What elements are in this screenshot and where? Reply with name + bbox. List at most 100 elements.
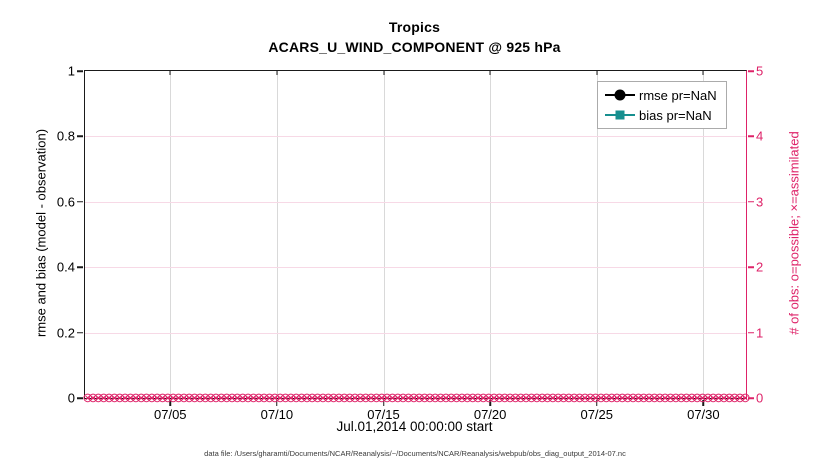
obs-marker-icon: ⊗ — [333, 390, 345, 405]
obs-marker-icon: ⊗ — [408, 390, 420, 405]
left-tick-label: 0.4 — [56, 259, 75, 275]
obs-marker-icon: ⊗ — [584, 390, 596, 405]
x-tick-label: 07/20 — [473, 407, 507, 422]
obs-marker-icon: ⊗ — [670, 390, 682, 405]
obs-marker-icon: ⊗ — [574, 390, 586, 405]
legend-square-marker-icon — [615, 110, 625, 120]
x-tick-mark-top — [383, 71, 384, 75]
obs-marker-icon: ⊗ — [322, 390, 334, 405]
obs-marker-band: ⊗ ⊗ ⊗ ⊗ ⊗ ⊗ ⊗ ⊗ ⊗ ⊗ ⊗ ⊗ ⊗ ⊗ ⊗ ⊗ ⊗ ⊗ ⊗ ⊗ ⊗ ⊗ ⊗ ⊗ ⊗ ⊗ ⊗ ⊗ ⊗ ⊗ ⊗ ⊗ ⊗ ⊗ ⊗ ⊗ ⊗ ⊗ ⊗ ⊗… — [82, 390, 751, 406]
x-tick-mark — [382, 400, 385, 406]
obs-marker-icon: ⊗ — [199, 390, 211, 405]
x-gridline — [703, 71, 705, 398]
x-tick-label: 07/30 — [687, 407, 720, 422]
right-tick-mark — [748, 331, 754, 334]
obs-marker-icon: ⊗ — [461, 390, 473, 405]
left-tick-label: 0.2 — [56, 325, 75, 341]
right-tick-mark — [748, 70, 754, 72]
obs-marker-icon: ⊗ — [183, 390, 195, 405]
obs-marker-icon: ⊗ — [542, 390, 553, 405]
obs-marker-icon: ⊗ — [654, 390, 666, 405]
obs-marker-icon: ⊗ — [231, 390, 243, 405]
obs-marker-icon: ⊗ — [237, 390, 249, 405]
obs-marker-icon: ⊗ — [739, 390, 751, 405]
obs-marker-icon: ⊗ — [290, 390, 302, 405]
left-tick-mark — [77, 331, 83, 334]
obs-marker-icon: ⊗ — [189, 390, 201, 405]
obs-marker-icon: ⊗ — [210, 390, 222, 405]
obs-marker-icon: ⊗ — [568, 390, 580, 405]
obs-marker-icon: ⊗ — [215, 390, 227, 405]
obs-marker-icon: ⊗ — [697, 390, 708, 405]
obs-marker-icon: ⊗ — [665, 390, 676, 405]
x-tick-mark-top — [169, 71, 171, 75]
right-tick-mark — [748, 135, 754, 138]
y-gridline — [85, 332, 746, 334]
x-gridline — [490, 71, 492, 398]
obs-marker-icon: ⊗ — [435, 390, 446, 405]
obs-marker-icon: ⊗ — [483, 390, 495, 405]
obs-marker-icon: ⊗ — [114, 390, 126, 405]
x-gridline — [596, 71, 598, 398]
obs-marker-icon: ⊗ — [360, 390, 372, 405]
x-tick-label: 07/25 — [580, 407, 614, 422]
obs-marker-icon: ⊗ — [413, 390, 425, 405]
obs-marker-icon: ⊗ — [119, 390, 131, 405]
obs-marker-icon: ⊗ — [301, 390, 313, 405]
obs-marker-icon: ⊗ — [317, 390, 329, 405]
x-tick-mark — [489, 400, 491, 406]
obs-marker-icon: ⊗ — [98, 390, 110, 405]
plot-area: 07/05 07/10 07/15 07/20 07/25 07/30 0 0.2 0.4 0.6… — [57, 64, 763, 423]
obs-marker-icon: ⊗ — [370, 390, 382, 405]
obs-marker-icon: ⊗ — [451, 390, 463, 405]
obs-marker-icon: ⊗ — [504, 390, 516, 405]
obs-marker-icon: ⊗ — [499, 390, 511, 405]
right-tick-mark — [748, 397, 754, 399]
x-tick-mark — [595, 400, 598, 406]
obs-marker-icon: ⊗ — [563, 390, 575, 405]
x-gridline — [276, 71, 278, 398]
obs-marker-icon: ⊗ — [467, 390, 479, 405]
obs-marker-icon: ⊗ — [328, 390, 340, 405]
obs-marker-icon: ⊗ — [531, 390, 543, 405]
legend-line-sample — [605, 110, 635, 120]
right-axis-label: # of obs: o=possible; ×=assimilated — [786, 131, 802, 335]
obs-marker-icon: ⊗ — [440, 390, 452, 405]
obs-marker-icon: ⊗ — [632, 390, 644, 405]
left-tick-mark — [77, 266, 83, 268]
obs-marker-icon: ⊗ — [606, 390, 618, 405]
obs-marker-icon: ⊗ — [675, 390, 687, 405]
obs-marker-icon: ⊗ — [429, 390, 441, 405]
obs-marker-icon: ⊗ — [520, 390, 532, 405]
obs-marker-icon: ⊗ — [616, 390, 628, 405]
legend-line-sample — [605, 89, 635, 101]
obs-marker-icon: ⊗ — [595, 390, 607, 405]
x-tick-label: 07/15 — [367, 407, 400, 422]
obs-marker-icon: ⊗ — [718, 390, 730, 405]
obs-marker-icon: ⊗ — [488, 390, 500, 405]
left-tick-label: 1 — [67, 63, 75, 79]
chart-subtitle: ACARS_U_WIND_COMPONENT @ 925 hPa — [268, 39, 561, 55]
obs-marker-icon: ⊗ — [221, 390, 233, 405]
obs-marker-icon: ⊗ — [151, 390, 163, 405]
title-block: Tropics ACARS_U_WIND_COMPONENT @ 925 hPa — [84, 17, 745, 57]
obs-marker-icon: ⊗ — [558, 390, 569, 405]
y-gridline — [85, 136, 746, 138]
obs-marker-icon: ⊗ — [253, 390, 265, 405]
obs-marker-icon: ⊗ — [552, 390, 564, 405]
obs-marker-icon: ⊗ — [274, 390, 286, 405]
obs-marker-icon: ⊗ — [392, 390, 404, 405]
obs-marker-icon: ⊗ — [381, 390, 393, 405]
obs-marker-icon: ⊗ — [509, 390, 521, 405]
data-file-caption: data file: /Users/gharamti/Documents/NCA… — [204, 449, 626, 458]
obs-marker-icon: ⊗ — [579, 390, 591, 405]
right-tick-label: 4 — [756, 128, 764, 144]
legend-item: rmse pr=NaN — [605, 85, 717, 105]
obs-marker-icon: ⊗ — [648, 390, 660, 405]
obs-marker-icon: ⊗ — [87, 390, 99, 405]
obs-marker-icon: ⊗ — [713, 390, 725, 405]
obs-marker-icon: ⊗ — [205, 390, 217, 405]
obs-marker-icon: ⊗ — [547, 390, 559, 405]
obs-marker-icon: ⊗ — [445, 390, 457, 405]
